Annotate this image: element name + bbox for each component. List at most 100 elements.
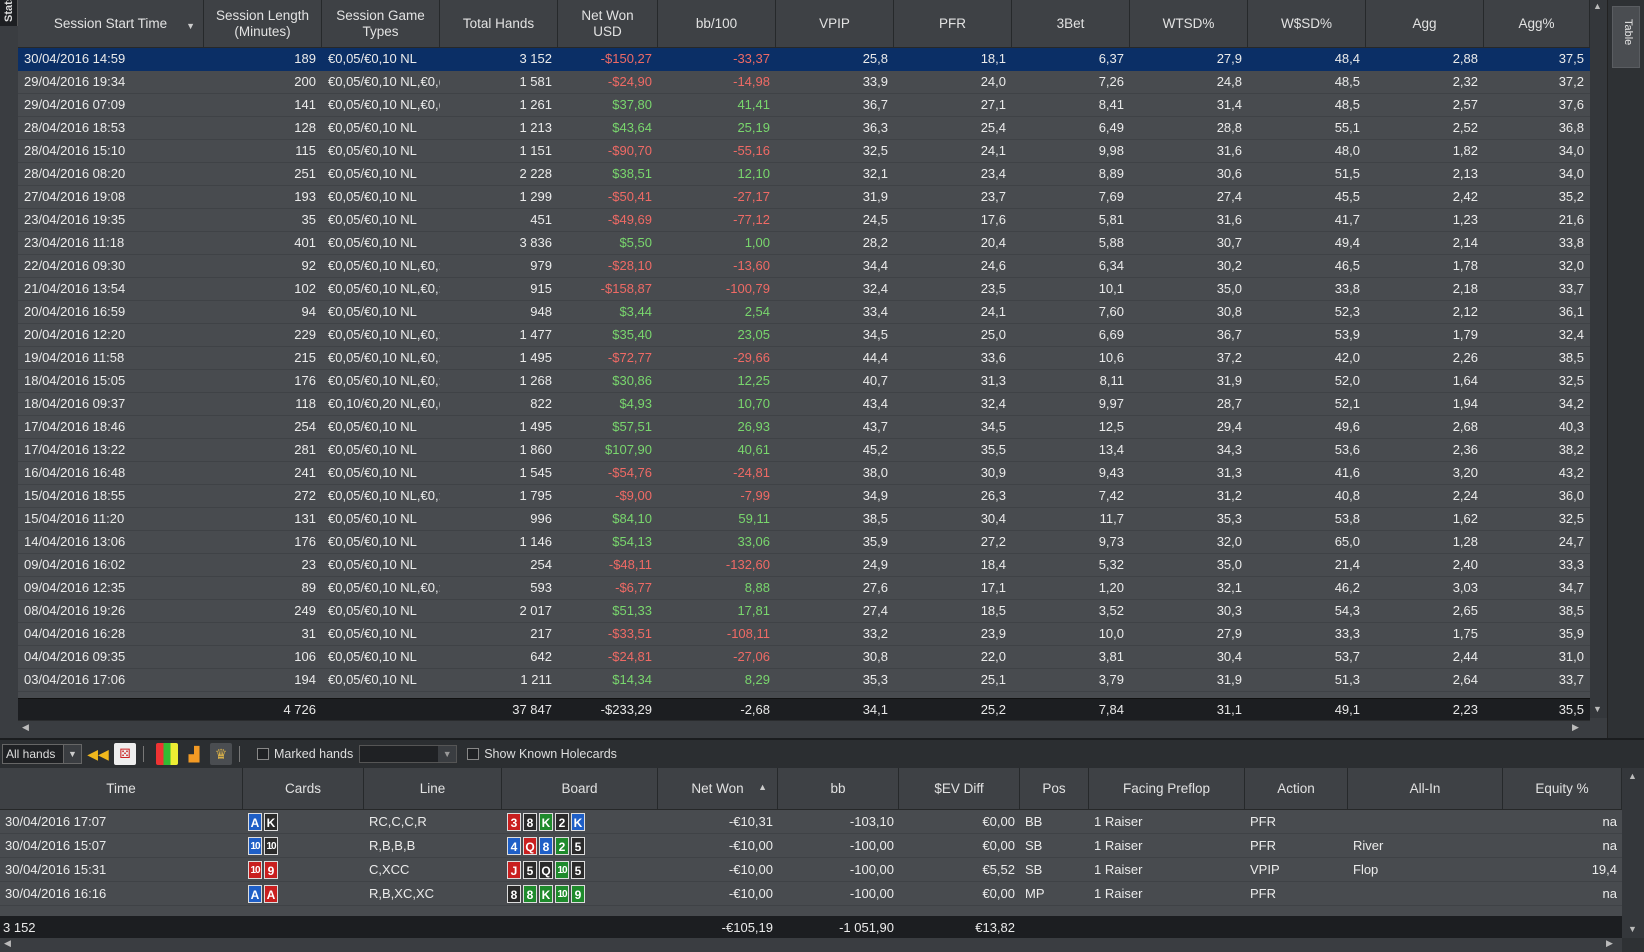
scroll-down-arrow-icon[interactable]: ▼ [1628, 924, 1637, 934]
session-row[interactable]: 09/04/2016 12:35 89 €0,05/€0,10 NL,€0,: 593… [18, 577, 1590, 600]
column-header[interactable]: VPIP [776, 0, 894, 47]
column-header[interactable]: Pos [1020, 768, 1089, 809]
column-header[interactable]: Agg [1366, 0, 1484, 47]
session-row[interactable]: 28/04/2016 15:10 115 €0,05/€0,10 NL 1 151 -$… [18, 140, 1590, 163]
sessions-vertical-scrollbar[interactable]: ▲ ▼ [1590, 0, 1607, 718]
column-header[interactable]: bb/100 [658, 0, 776, 47]
hands-vertical-scrollbar[interactable]: ▲ ▼ [1622, 768, 1644, 938]
rewind-icon[interactable]: ◀◀ [87, 745, 109, 762]
hand-row[interactable]: 30/04/2016 16:16 A A R,B,XC,XC 8 8 K 10 9 -€10,00… [0, 882, 1622, 906]
column-header-label: $EV Diff [934, 781, 984, 796]
column-header-label: W$SD% [1280, 15, 1332, 31]
session-row[interactable]: 23/04/2016 11:18 401 €0,05/€0,10 NL 3 836 $5… [18, 232, 1590, 255]
hands-horizontal-scrollbar[interactable]: ◀ ▶ [0, 938, 1622, 952]
session-row[interactable]: 17/04/2016 13:22 281 €0,05/€0,10 NL 1 860 $1… [18, 439, 1590, 462]
playing-card: 9 [264, 860, 278, 879]
session-row[interactable]: 30/04/2016 14:59 189 €0,05/€0,10 NL 3 152 -$… [18, 48, 1590, 71]
scroll-left-arrow-icon[interactable]: ◀ [22, 722, 29, 732]
column-header[interactable]: PFR [894, 0, 1012, 47]
column-header[interactable]: WTSD% [1130, 0, 1248, 47]
session-row[interactable]: 21/04/2016 13:54 102 €0,05/€0,10 NL,€0,: 91… [18, 278, 1590, 301]
dropdown-arrow-icon[interactable]: ▼ [63, 745, 81, 763]
table-side-tab[interactable]: Table [1612, 6, 1640, 68]
sessions-horizontal-scrollbar[interactable]: ◀ ▶ [18, 720, 1590, 736]
session-row[interactable]: 27/04/2016 19:08 193 €0,05/€0,10 NL 1 299 -$… [18, 186, 1590, 209]
session-row[interactable]: 28/04/2016 08:20 251 €0,05/€0,10 NL 2 228 $3… [18, 163, 1590, 186]
column-header[interactable]: Session Start Time ▼ [18, 0, 204, 47]
column-header[interactable]: Time [0, 768, 243, 809]
column-header[interactable]: Net Won USD [558, 0, 658, 47]
column-header[interactable]: Line [364, 768, 502, 809]
column-header[interactable]: Net Won ▲ [658, 768, 778, 809]
marked-hands-select[interactable]: ▼ [359, 745, 458, 763]
sessions-table-totals: 4 726 37 847 -$233,29 -2,68 34,1 25,2 7,84 31,1… [18, 698, 1590, 720]
column-header[interactable]: Facing Preflop [1089, 768, 1245, 809]
session-row[interactable]: 14/04/2016 13:06 176 €0,05/€0,10 NL 1 146 $5… [18, 531, 1590, 554]
session-row[interactable]: 18/04/2016 15:05 176 €0,05/€0,10 NL,€0,: 1 … [18, 370, 1590, 393]
marked-hands-checkbox[interactable] [257, 748, 269, 760]
session-cell: 37,2 [1216, 350, 1242, 365]
show-known-holecards-checkbox[interactable] [467, 748, 480, 760]
column-header[interactable]: bb [778, 768, 899, 809]
hand-filter-select[interactable]: All hands ▼ [2, 744, 82, 764]
column-header[interactable]: Board [502, 768, 658, 809]
column-header[interactable]: Session Length (Minutes) [204, 0, 322, 47]
session-cell: 41,7 [1334, 212, 1360, 227]
session-row[interactable]: 03/04/2016 17:06 194 €0,05/€0,10 NL 1 211 $1… [18, 669, 1590, 692]
scroll-right-arrow-icon[interactable]: ▶ [1606, 938, 1613, 948]
session-row[interactable]: 04/04/2016 16:28 31 €0,05/€0,10 NL 217 -$33,… [18, 623, 1590, 646]
session-cell: 2,42 [1452, 189, 1478, 204]
session-row[interactable]: 29/04/2016 07:09 141 €0,05/€0,10 NL,€0,(1 … [18, 94, 1590, 117]
trophy-icon[interactable]: ♛ [210, 743, 232, 765]
scroll-left-arrow-icon[interactable]: ◀ [4, 938, 11, 948]
scroll-up-arrow-icon[interactable]: ▲ [1628, 771, 1637, 781]
session-cell: 33,7 [1558, 672, 1584, 687]
session-row[interactable]: 15/04/2016 11:20 131 €0,05/€0,10 NL 996 $84,… [18, 508, 1590, 531]
totals-ev-diff: €13,82 [975, 919, 1015, 935]
session-row[interactable]: 29/04/2016 19:34 200 €0,05/€0,10 NL,€0,(1 … [18, 71, 1590, 94]
session-row[interactable]: 16/04/2016 16:48 241 €0,05/€0,10 NL 1 545 -$… [18, 462, 1590, 485]
session-row[interactable]: 18/04/2016 09:37 118 €0,10/€0,20 NL,€0,(82… [18, 393, 1590, 416]
column-header[interactable]: Agg% [1484, 0, 1590, 47]
hand-row[interactable]: 30/04/2016 17:07 A K RC,C,C,R 3 8 K 2 K -€10,31 -1… [0, 810, 1622, 834]
scroll-up-arrow-icon[interactable]: ▲ [1593, 1, 1602, 11]
column-header[interactable]: Action [1245, 768, 1348, 809]
hand-facing-preflop: 1 Raiser [1094, 886, 1143, 901]
color-grid-icon[interactable] [156, 743, 178, 765]
column-header[interactable]: $EV Diff [899, 768, 1020, 809]
hand-net-won: -€10,00 [728, 862, 773, 877]
bar-chart-icon[interactable]: ▟ [188, 745, 200, 762]
dropdown-arrow-icon[interactable]: ▼ [438, 746, 457, 762]
column-header[interactable]: Total Hands [440, 0, 558, 47]
dice-icon[interactable]: ⚄ [114, 743, 136, 765]
hand-line: R,B,B,B [369, 838, 416, 853]
column-header[interactable]: Equity % [1503, 768, 1622, 809]
session-row[interactable]: 17/04/2016 18:46 254 €0,05/€0,10 NL 1 495 $5… [18, 416, 1590, 439]
hand-row[interactable]: 30/04/2016 15:31 10 9 C,XCC J 5 Q 10 5 -€10,00 -10… [0, 858, 1622, 882]
session-row[interactable]: 22/04/2016 09:30 92 €0,05/€0,10 NL,€0,: 979… [18, 255, 1590, 278]
session-row[interactable]: 08/04/2016 19:26 249 €0,05/€0,10 NL 2 017 $5… [18, 600, 1590, 623]
session-row[interactable]: 20/04/2016 12:20 229 €0,05/€0,10 NL,€0,: 1 … [18, 324, 1590, 347]
column-header[interactable]: 3Bet [1012, 0, 1130, 47]
hand-row[interactable]: 30/04/2016 15:07 10 10 R,B,B,B 4 Q 8 2 5 -€10,00 -… [0, 834, 1622, 858]
column-header-label: Pos [1042, 781, 1066, 796]
scroll-right-arrow-icon[interactable]: ▶ [1572, 722, 1579, 732]
session-row[interactable]: 19/04/2016 11:58 215 €0,05/€0,10 NL,€0,: 1 … [18, 347, 1590, 370]
session-cell: 9,73 [1098, 534, 1124, 549]
session-row[interactable]: 09/04/2016 16:02 23 €0,05/€0,10 NL 254 -$48,… [18, 554, 1590, 577]
stats-side-tab-label: Stats [3, 0, 15, 22]
session-row[interactable]: 20/04/2016 16:59 94 €0,05/€0,10 NL 948 $3,44… [18, 301, 1590, 324]
session-row[interactable]: 28/04/2016 18:53 128 €0,05/€0,10 NL 1 213 $4… [18, 117, 1590, 140]
card-group: J 5 Q 10 5 [507, 860, 653, 879]
column-header[interactable]: W$SD% [1248, 0, 1366, 47]
session-row[interactable]: 04/04/2016 09:35 106 €0,05/€0,10 NL 642 -$24… [18, 646, 1590, 669]
session-row[interactable]: 15/04/2016 18:55 272 €0,05/€0,10 NL,€0,: 1 … [18, 485, 1590, 508]
session-cell: 1 268 [519, 373, 552, 388]
session-row[interactable]: 23/04/2016 19:35 35 €0,05/€0,10 NL 451 -$49,… [18, 209, 1590, 232]
column-header[interactable]: All-In [1348, 768, 1503, 809]
stats-side-tab[interactable]: Stats [0, 0, 18, 26]
column-header[interactable]: Session Game Types [322, 0, 440, 47]
scroll-down-arrow-icon[interactable]: ▼ [1593, 704, 1602, 714]
column-header[interactable]: Cards [243, 768, 364, 809]
